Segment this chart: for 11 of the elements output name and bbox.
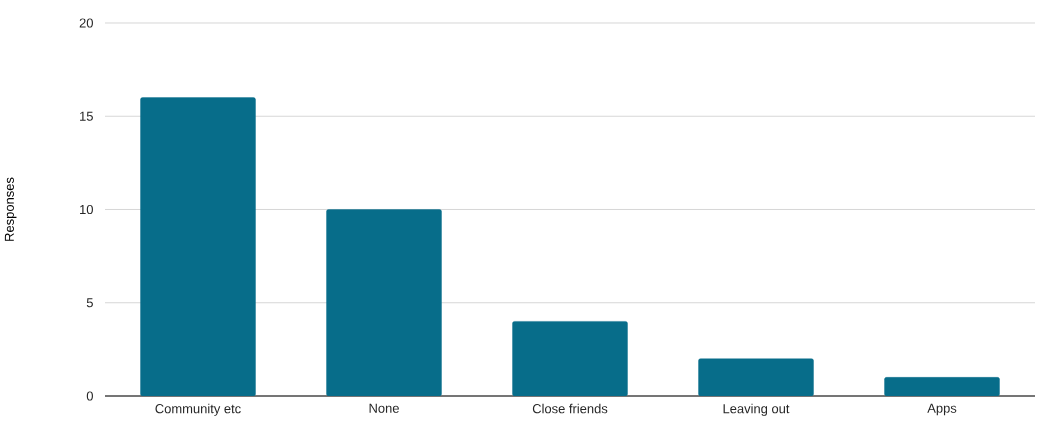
x-tick-label: Close friends (532, 403, 608, 414)
y-tick-label: 20 (79, 18, 93, 28)
y-tick-label: 5 (86, 298, 93, 308)
x-tick-label: Community etc (155, 403, 241, 416)
y-tick-label: 15 (80, 111, 93, 121)
x-tick-label: Leaving out (723, 403, 790, 416)
x-tick-label: None (369, 403, 399, 413)
y-axis-title: Responses (4, 177, 17, 241)
x-tick-label: Apps (927, 403, 957, 416)
y-tick-label: 10 (80, 204, 93, 215)
y-tick-label: 0 (86, 391, 93, 401)
